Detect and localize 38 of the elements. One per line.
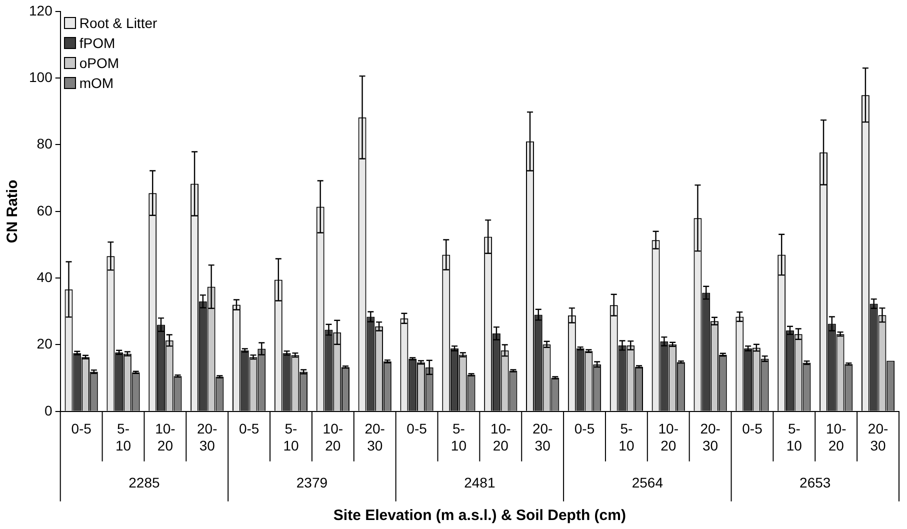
y-tick-label: 60 xyxy=(36,202,53,218)
x-tick-label: 5-10 xyxy=(786,420,802,454)
y-tick-label: 100 xyxy=(29,68,53,85)
legend-label: Root & Litter xyxy=(79,14,158,34)
x-tick-label: 20-30 xyxy=(532,420,554,454)
x-tick-label: 0-5 xyxy=(406,420,428,437)
x-tick-label: 0-5 xyxy=(574,420,595,437)
x-tick-label: 5-10 xyxy=(283,420,299,454)
x-tick-label: 20-30 xyxy=(868,420,888,454)
x-tick-label: 10-20 xyxy=(826,420,847,454)
x-tick-label: 20-30 xyxy=(197,420,218,454)
x-tick-label: 0-5 xyxy=(742,420,763,437)
x-tick-label: 10-20 xyxy=(490,420,512,454)
y-tick-label: 40 xyxy=(36,268,53,285)
x-tick-label: 5-10 xyxy=(450,420,467,454)
text: 2285 xyxy=(128,474,160,490)
text: 2481 xyxy=(464,474,496,490)
x-tick-label: 20-30 xyxy=(700,420,721,454)
x-tick-label: 10-20 xyxy=(658,420,679,454)
y-tick-label: 20 xyxy=(36,336,53,352)
y-tick-label: 80 xyxy=(36,136,53,152)
text: 2379 xyxy=(296,474,328,490)
x-tick-label: 20-30 xyxy=(364,420,386,454)
x-tick-label: 0-5 xyxy=(238,420,260,437)
y-tick-label: 120 xyxy=(29,2,53,18)
y-tick-label: 0 xyxy=(44,402,53,418)
x-axis-title: Site Elevation (m a.s.l.) & Soil Depth (cm) xyxy=(333,507,626,524)
x-tick-label: 0-5 xyxy=(71,420,92,437)
x-tick-label: 5-10 xyxy=(618,420,634,454)
text: 2653 xyxy=(800,474,831,490)
legend-label: oPOM xyxy=(79,54,120,74)
x-tick-label: 10-20 xyxy=(155,420,176,454)
x-tick-label: 5-10 xyxy=(115,420,132,454)
legend-label: mOM xyxy=(79,74,114,94)
legend-label: fPOM xyxy=(79,34,116,54)
x-tick-label: 10-20 xyxy=(322,420,344,454)
y-axis-title: CN Ratio xyxy=(4,180,22,244)
text: 2564 xyxy=(632,474,664,490)
